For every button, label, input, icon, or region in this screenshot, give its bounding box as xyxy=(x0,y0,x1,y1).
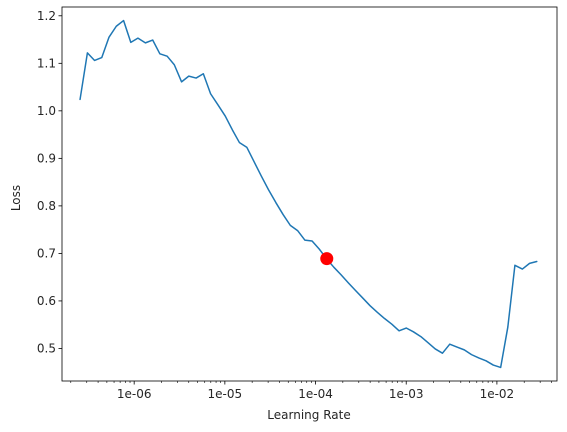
axes-frame xyxy=(61,6,558,382)
x-tick-label: 1e-04 xyxy=(298,387,333,401)
y-tick-label: 0.6 xyxy=(37,294,56,308)
x-axis-label: Learning Rate xyxy=(267,408,350,422)
axis-ticks: 1e-06 1e-05 1e-04 1e-03 1e-02 0.5 0.6 0.7 0.8 0.9… xyxy=(37,9,552,401)
x-tick-label: 1e-03 xyxy=(389,387,424,401)
x-tick-label: 1e-05 xyxy=(208,387,243,401)
y-tick-label: 1.1 xyxy=(37,56,56,70)
y-tick-label: 0.8 xyxy=(37,199,56,213)
plot-marks xyxy=(79,19,538,369)
x-tick-label: 1e-02 xyxy=(480,387,515,401)
y-axis-label: Loss xyxy=(9,185,23,211)
y-tick-label: 0.9 xyxy=(37,151,56,165)
y-tick-label: 0.7 xyxy=(37,246,56,260)
y-tick-label: 1.2 xyxy=(37,9,56,23)
loss-curve-line xyxy=(79,19,538,369)
y-tick-label: 1.0 xyxy=(37,104,56,118)
suggested-lr-marker xyxy=(320,252,334,266)
x-tick-label: 1e-06 xyxy=(117,387,152,401)
y-tick-label: 0.5 xyxy=(37,341,56,355)
plot-area-border xyxy=(61,6,558,382)
